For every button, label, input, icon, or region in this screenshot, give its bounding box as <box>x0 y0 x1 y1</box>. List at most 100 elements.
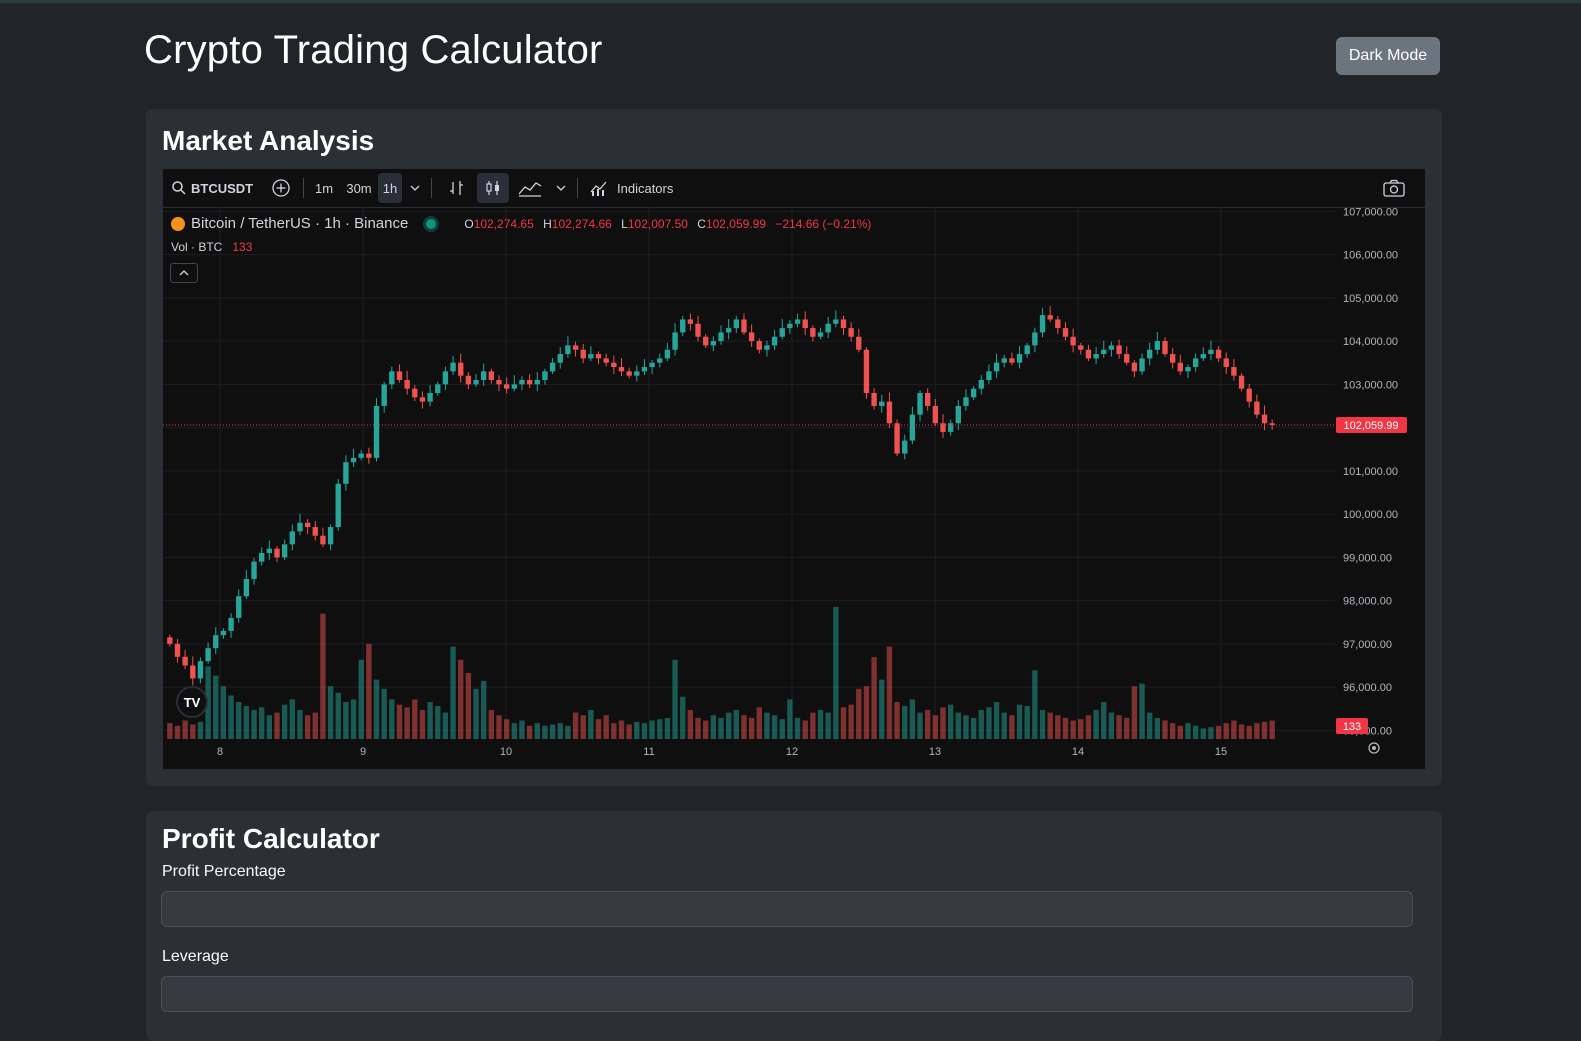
volume-bar <box>519 720 525 739</box>
candle-body <box>366 453 372 458</box>
candle-body <box>1254 401 1260 415</box>
candle-body <box>978 380 984 389</box>
tv-logo-text: TV <box>184 695 201 710</box>
volume-bar <box>1131 686 1138 739</box>
candle-body <box>281 544 288 558</box>
volume-bar <box>1085 715 1092 739</box>
candle-body <box>243 578 250 597</box>
candle-body <box>1154 341 1161 350</box>
leverage-input[interactable] <box>161 976 1413 1012</box>
volume-bar <box>848 704 854 739</box>
interval-30m[interactable]: 30m <box>346 180 372 196</box>
interval-dropdown[interactable] <box>405 169 425 207</box>
candle-body <box>1185 367 1191 372</box>
profit-calculator-title: Profit Calculator <box>162 823 380 854</box>
collapse-legend-button[interactable] <box>170 263 198 283</box>
volume-bar <box>1223 723 1229 739</box>
market-analysis-title: Market Analysis <box>162 125 375 156</box>
volume-bar <box>825 712 831 739</box>
tradingview-chart[interactable]: BTCUSDT 1m 30m 1h <box>162 168 1426 770</box>
candle-body <box>205 648 211 662</box>
chart-type-dropdown[interactable] <box>551 169 571 207</box>
bar-style-button[interactable] <box>443 169 471 207</box>
volume-bar <box>1246 725 1252 739</box>
candle-body <box>718 332 724 342</box>
y-tick-label: 96,000.00 <box>1343 682 1392 694</box>
candlestick-plot[interactable]: 107,000.00 106,000.00 105,000.00 104,000.00… <box>163 207 1425 769</box>
screenshot-button[interactable] <box>1379 169 1409 207</box>
interval-1m[interactable]: 1m <box>314 180 334 196</box>
interval-1h[interactable]: 1h <box>378 173 402 203</box>
candle-body <box>1001 358 1007 363</box>
volume-bar <box>725 712 732 739</box>
candle-body <box>289 531 295 545</box>
candle-body <box>810 328 816 337</box>
candle-body <box>1039 315 1046 333</box>
candle-body <box>320 535 326 545</box>
candle-body <box>519 380 525 385</box>
candle-body <box>1192 358 1199 368</box>
volume-bar <box>1177 725 1183 739</box>
volume-bar <box>1162 720 1168 739</box>
candle-body <box>1124 354 1130 363</box>
top-border <box>0 0 1581 3</box>
candle-style-button[interactable] <box>477 173 509 203</box>
volume-bar <box>641 723 648 739</box>
candle-body <box>1223 358 1229 368</box>
x-tick-label: 12 <box>786 746 798 758</box>
volume-bar <box>266 715 273 739</box>
volume-bar <box>603 715 609 739</box>
candle-body <box>856 336 862 350</box>
volume-bar <box>695 717 701 739</box>
candle-body <box>465 375 472 385</box>
volume-bar <box>932 715 939 739</box>
volume-bar <box>833 607 839 739</box>
volume-bar <box>741 715 747 739</box>
candle-body <box>909 414 916 441</box>
tradingview-logo[interactable]: TV <box>176 686 208 718</box>
volume-bar <box>236 702 242 739</box>
candle-body <box>756 341 762 350</box>
candle-body <box>542 371 548 381</box>
profit-percentage-input[interactable] <box>161 891 1413 927</box>
candle-body <box>1116 345 1122 355</box>
page-title: Crypto Trading Calculator <box>144 28 603 72</box>
dark-mode-button[interactable]: Dark Mode <box>1336 37 1440 75</box>
toolbar-separator <box>303 178 304 198</box>
volume-bar <box>1215 725 1222 739</box>
candle-body <box>427 392 433 402</box>
volume-legend: Vol · BTC 133 <box>171 240 252 254</box>
volume-bar <box>1208 727 1214 739</box>
candle-body <box>1208 349 1214 355</box>
candle-body <box>687 319 694 324</box>
candle-body <box>358 453 364 458</box>
symbol-search[interactable]: BTCUSDT <box>171 169 263 207</box>
candle-body <box>657 358 663 363</box>
compare-symbol-button[interactable] <box>267 169 295 207</box>
volume-bar <box>350 699 357 739</box>
volume-bar <box>427 702 433 739</box>
candle-body <box>1177 362 1183 372</box>
candle-body <box>863 349 870 393</box>
toolbar-separator <box>577 178 578 198</box>
candle-body <box>1093 354 1099 359</box>
volume-legend-value: 133 <box>232 240 253 254</box>
volume-bar <box>496 715 502 739</box>
chevron-down-icon <box>556 185 566 191</box>
candle-body <box>1162 341 1168 355</box>
candle-body <box>190 665 196 679</box>
candle-body <box>412 388 418 398</box>
candle-body <box>419 397 426 402</box>
candle-body <box>680 319 686 333</box>
volume-bar <box>404 707 410 739</box>
volume-bar <box>572 712 579 739</box>
volume-bar <box>220 686 227 739</box>
volume-bar <box>1108 712 1115 739</box>
indicators-button[interactable]: Indicators <box>589 169 685 207</box>
axis-settings-button[interactable] <box>1368 742 1380 754</box>
candle-body <box>634 371 640 376</box>
volume-bar <box>1169 723 1176 739</box>
candle-body <box>825 323 831 333</box>
candle-body <box>641 367 648 372</box>
area-style-button[interactable] <box>515 169 545 207</box>
